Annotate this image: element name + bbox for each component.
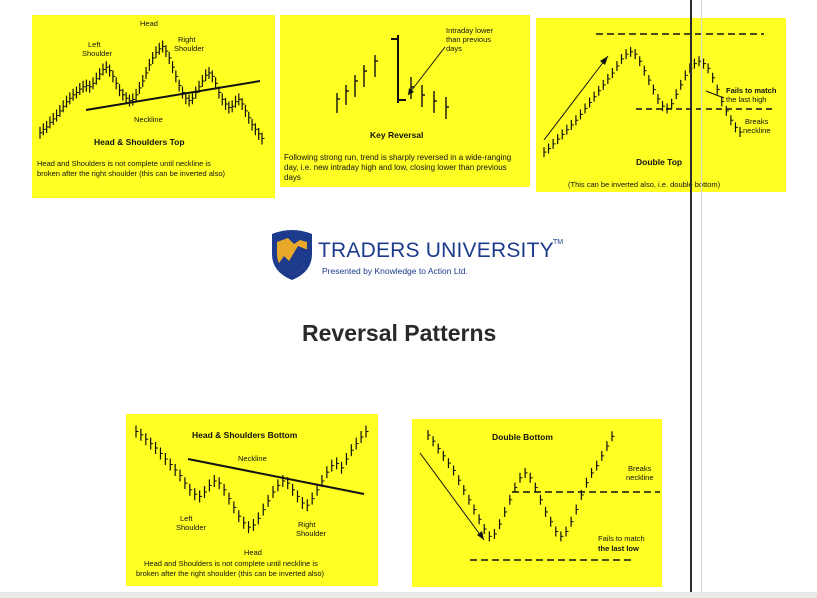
db-breaks-label-2: neckline	[626, 473, 654, 482]
traders-university-shield-logo	[272, 230, 312, 280]
right-shoulder-label: Right	[178, 35, 196, 44]
hs-bottom-right-shoulder-2: Shoulder	[296, 529, 327, 538]
key-reversal-title: Key Reversal	[370, 130, 424, 140]
right-shoulder-label-2: Shoulder	[174, 44, 205, 53]
neckline-label: Neckline	[134, 115, 163, 124]
brand-name: TRADERS UNIVERSITY	[318, 239, 554, 262]
hs-bottom-neckline-label: Neckline	[238, 454, 267, 463]
hs-bottom-caption-1: Head and Shoulders is not complete until…	[144, 559, 318, 568]
key-reversal-panel: Intraday lower than previous days Key Re…	[280, 15, 530, 187]
double-bottom-chart	[419, 430, 660, 561]
double-top-panel: Fails to match the last high Breaks neck…	[536, 18, 786, 192]
key-reversal-caption: Following strong run, trend is sharply r…	[284, 153, 512, 182]
neckline-line	[85, 80, 261, 111]
head-label: Head	[140, 19, 158, 28]
intraday-note-1: Intraday lower	[446, 26, 494, 35]
hs-bottom-right-shoulder-1: Right	[298, 520, 316, 529]
hs-bottom-left-shoulder-2: Shoulder	[176, 523, 207, 532]
hs-bottom-head-label: Head	[244, 548, 262, 557]
breaks-neckline-label-1: Breaks	[745, 117, 769, 126]
db-fails-label-2: the last low	[598, 544, 639, 553]
double-bottom-panel: Double Bottom Breaks neckline Fails to m…	[412, 419, 662, 587]
page-divider-line	[690, 0, 692, 598]
db-fails-label-1: Fails to match	[598, 534, 645, 543]
double-top-caption: (This can be inverted also, i.e. double …	[568, 180, 721, 189]
double-top-chart	[543, 33, 776, 158]
page-divider-shadow	[701, 0, 702, 598]
hs-top-chart	[39, 40, 265, 145]
hs-top-title: Head & Shoulders Top	[94, 137, 185, 147]
hs-top-panel: Head Left Shoulder Right Shoulder Neckli…	[32, 15, 275, 198]
fails-match-label-2: the last high	[726, 95, 767, 104]
brand-tagline: Presented by Knowledge to Action Ltd.	[322, 266, 469, 276]
hs-bottom-title: Head & Shoulders Bottom	[192, 430, 298, 440]
left-shoulder-label: Left	[88, 40, 101, 49]
hs-bottom-left-shoulder-1: Left	[180, 514, 193, 523]
hs-bottom-caption-2: broken after the right shoulder (this ca…	[136, 569, 325, 578]
db-breaks-label-1: Breaks	[628, 464, 652, 473]
hs-top-caption-2: broken after the right shoulder (this ca…	[37, 169, 226, 178]
double-top-title: Double Top	[636, 157, 683, 167]
hs-bottom-chart	[135, 425, 369, 534]
intraday-note-3: days	[446, 44, 462, 53]
breaks-neckline-label-2: neckline	[743, 126, 771, 135]
double-bottom-title: Double Bottom	[492, 432, 553, 442]
bottom-strip	[0, 592, 817, 598]
left-shoulder-label-2: Shoulder	[82, 49, 113, 58]
fails-match-label-1: Fails to match	[726, 86, 777, 95]
page-title: Reversal Patterns	[302, 320, 497, 346]
hs-bottom-panel: Head & Shoulders Bottom Neckline Left Sh…	[126, 414, 378, 586]
key-reversal-chart	[336, 35, 449, 119]
brand-trademark: TM	[553, 239, 564, 246]
intraday-note-2: than previous	[446, 35, 492, 44]
hs-top-caption-1: Head and Shoulders is not complete until…	[37, 159, 211, 168]
